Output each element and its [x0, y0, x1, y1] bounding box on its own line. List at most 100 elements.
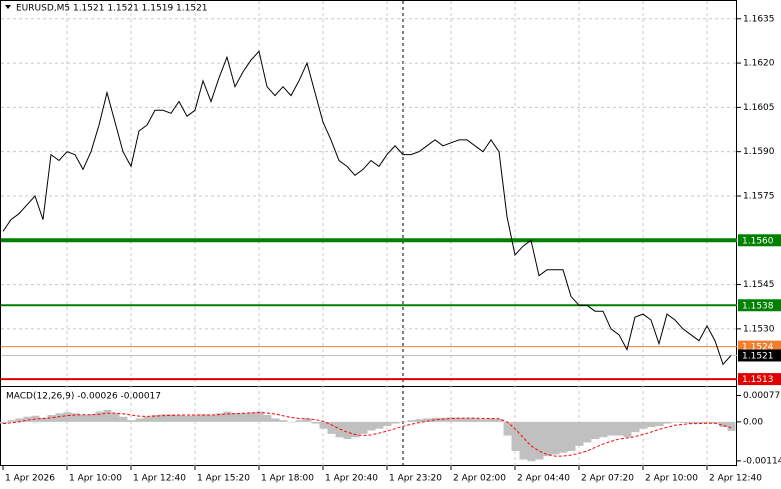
histogram-bar [703, 421, 712, 423]
histogram-bar [135, 418, 144, 422]
x-tick-label: 2 Apr 02:00 [453, 474, 506, 484]
y-tick-label: 1.1530 [743, 324, 775, 334]
histogram-bar [39, 417, 48, 422]
chart-title: EURUSD,M5 1.1521 1.1521 1.1519 1.1521 [16, 4, 208, 14]
histogram-bar [671, 421, 680, 423]
histogram-bar [271, 418, 280, 422]
histogram-bar [711, 421, 720, 424]
histogram-bar [287, 421, 296, 423]
y-tick-label: 0.00077 [743, 391, 780, 401]
histogram-bar [119, 416, 128, 422]
price-line [2, 50, 732, 366]
histogram-bar [695, 421, 704, 424]
histogram-bar [87, 414, 96, 422]
level-label: 1.1513 [742, 375, 774, 385]
x-tick-label: 1 Apr 10:00 [69, 474, 122, 484]
level-label: 1.1524 [742, 343, 774, 353]
y-tick-label: 1.1620 [743, 59, 775, 69]
histogram-bar [415, 419, 424, 422]
histogram-bar [159, 414, 168, 422]
x-tick-label: 1 Apr 18:00 [261, 474, 314, 484]
x-tick-label: 1 Apr 15:20 [197, 474, 250, 484]
histogram-bar [543, 421, 552, 457]
histogram-bar [127, 420, 136, 422]
level-label-bg [738, 373, 781, 386]
histogram-bar [503, 421, 512, 436]
x-tick-label: 2 Apr 04:40 [517, 474, 570, 484]
histogram-bar [447, 417, 456, 422]
histogram-bar [719, 421, 728, 428]
histogram-bar [687, 421, 696, 424]
histogram-bar [431, 417, 440, 422]
histogram-bar [263, 415, 272, 422]
histogram-bar [455, 417, 464, 422]
histogram-bar [599, 421, 608, 438]
histogram-bar [303, 418, 312, 422]
histogram-bar [391, 421, 400, 424]
histogram-bar [567, 421, 576, 451]
x-tick-label: 1 Apr 2026 [5, 474, 55, 484]
histogram-bar [679, 421, 688, 423]
histogram-bar [471, 418, 480, 422]
histogram-bar [295, 420, 304, 422]
histogram-bar [103, 409, 112, 422]
histogram-bar [591, 421, 600, 439]
histogram-bar [655, 421, 664, 426]
histogram-bar [663, 421, 672, 424]
histogram-bar [231, 413, 240, 422]
histogram-bar [631, 421, 640, 433]
histogram-bar [615, 421, 624, 436]
histogram-bar [495, 419, 504, 422]
histogram-bar [95, 411, 104, 422]
histogram-bar [463, 417, 472, 422]
histogram-bar [335, 421, 344, 438]
histogram-bar [375, 421, 384, 429]
histogram-bar [575, 421, 584, 446]
histogram-bar [367, 421, 376, 431]
histogram-bar [487, 418, 496, 422]
histogram-bar [559, 421, 568, 453]
histogram-bar [607, 421, 616, 436]
histogram-bar [311, 421, 320, 424]
histogram-bar [511, 421, 520, 451]
level-label-bg [738, 349, 781, 362]
histogram-bar [327, 421, 336, 434]
histogram-bar [343, 421, 352, 439]
y-tick-label: 1.1590 [743, 147, 775, 157]
level-label-bg [738, 234, 781, 247]
histogram-bar [351, 421, 360, 438]
histogram-bar [383, 421, 392, 426]
histogram-bar [239, 413, 248, 422]
histogram-bar [175, 415, 184, 422]
histogram-bar [191, 415, 200, 422]
histogram-bar [167, 414, 176, 422]
histogram-bar [143, 416, 152, 422]
signal-line [2, 412, 732, 457]
histogram-bar [23, 416, 32, 422]
x-tick-label: 2 Apr 07:20 [581, 474, 634, 484]
histogram-bar [583, 421, 592, 443]
y-tick-label: 1.1545 [743, 280, 775, 290]
histogram-bar [647, 421, 656, 428]
histogram-bar [727, 421, 736, 431]
histogram-bar [439, 417, 448, 422]
histogram-bar [519, 421, 528, 460]
histogram-bar [55, 413, 64, 422]
histogram-bar [71, 413, 80, 422]
x-tick-label: 1 Apr 12:40 [133, 474, 186, 484]
y-tick-label: 1.1605 [743, 103, 775, 113]
histogram-bar [247, 412, 256, 422]
histogram-bar [407, 420, 416, 422]
y-tick-label: 1.1575 [743, 191, 775, 201]
histogram-bar [639, 421, 648, 429]
histogram-bar [7, 420, 16, 422]
histogram-bar [151, 415, 160, 422]
x-tick-label: 2 Apr 12:40 [709, 474, 762, 484]
histogram-bar [111, 413, 120, 422]
level-label: 1.1538 [742, 301, 774, 311]
histogram-bar [47, 415, 56, 422]
histogram-bar [15, 418, 24, 422]
dropdown-icon[interactable] [5, 5, 11, 9]
histogram-bar [183, 415, 192, 422]
